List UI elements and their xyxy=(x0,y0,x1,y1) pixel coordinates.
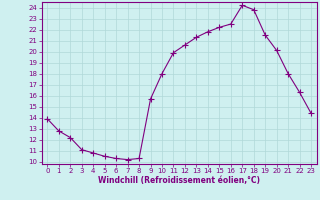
X-axis label: Windchill (Refroidissement éolien,°C): Windchill (Refroidissement éolien,°C) xyxy=(98,176,260,185)
